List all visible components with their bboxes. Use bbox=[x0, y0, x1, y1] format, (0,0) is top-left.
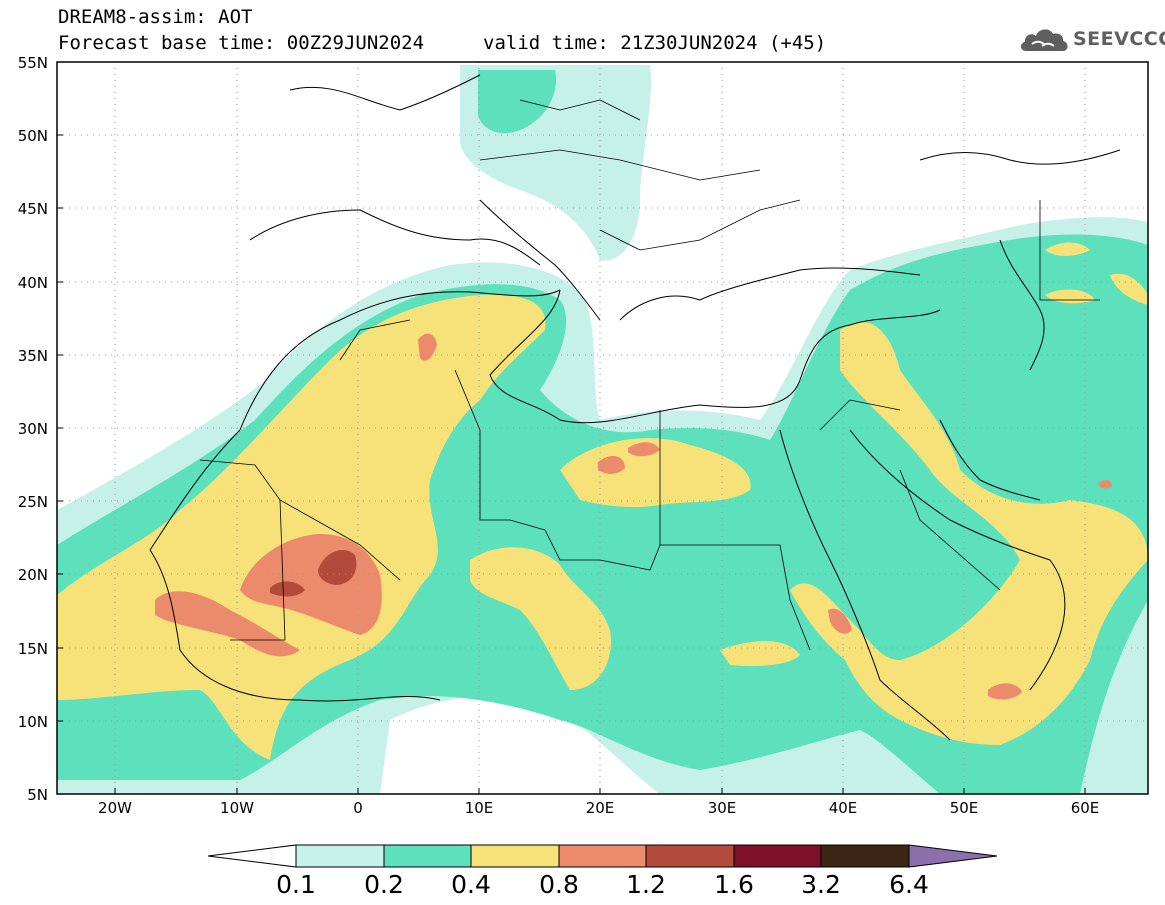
colorbar-segment bbox=[470, 844, 560, 868]
lon-label: 50E bbox=[950, 799, 979, 817]
lat-label: 25N bbox=[18, 493, 48, 511]
aot-field-0.1-hole bbox=[380, 696, 660, 794]
colorbar-label: 1.2 bbox=[626, 870, 666, 899]
lon-label: 20E bbox=[586, 799, 615, 817]
lon-label: 60E bbox=[1071, 799, 1100, 817]
lon-label: 10E bbox=[465, 799, 494, 817]
aot-field-0.4-libya bbox=[560, 438, 751, 508]
seevccc-logo: SEEVCCC bbox=[1018, 24, 1165, 54]
aot-field-0.4-sudan bbox=[720, 640, 800, 667]
lat-label: 20N bbox=[18, 566, 48, 584]
valid-time: valid time: 21Z30JUN2024 (+45) bbox=[483, 32, 827, 54]
colorbar-label: 3.2 bbox=[801, 870, 841, 899]
aot-field-1.2 bbox=[270, 550, 357, 597]
country-borders bbox=[199, 99, 1100, 651]
lat-label: 45N bbox=[18, 200, 48, 218]
lat-label: 55N bbox=[18, 54, 48, 72]
axis-ticks bbox=[57, 134, 1086, 794]
cloud-icon bbox=[1020, 29, 1068, 51]
aot-field-0.8-eritrea bbox=[828, 608, 852, 634]
forecast-base-time: Forecast base time: 00Z29JUN2024 bbox=[58, 32, 425, 54]
colorbar-label: 0.8 bbox=[539, 870, 579, 899]
aot-field-0.4-chad bbox=[470, 547, 611, 690]
colorbar-low-triangle bbox=[207, 844, 297, 868]
lat-label: 30N bbox=[18, 420, 48, 438]
aot-fields bbox=[57, 62, 1148, 794]
aot-field-0.4-caspian bbox=[1045, 242, 1148, 305]
colorbar-label: 1.6 bbox=[714, 870, 754, 899]
lat-label: 40N bbox=[18, 274, 48, 292]
lon-label: 10W bbox=[220, 799, 254, 817]
aot-field-0.8-algeria bbox=[418, 333, 437, 361]
colorbar-label: 0.2 bbox=[364, 870, 404, 899]
colorbar-label: 6.4 bbox=[889, 870, 929, 899]
colorbar-segment bbox=[383, 844, 472, 868]
colorbar-label: 0.1 bbox=[276, 870, 316, 899]
latitude-labels: 55N 50N 45N 40N 35N 30N 25N 20N 15N 10N … bbox=[18, 54, 48, 804]
colorbar-label: 0.4 bbox=[451, 870, 491, 899]
colorbar-high-triangle bbox=[908, 844, 998, 868]
lat-label: 10N bbox=[18, 713, 48, 731]
lon-label: 20W bbox=[98, 799, 132, 817]
colorbar-segment bbox=[295, 844, 385, 868]
lon-label: 40E bbox=[829, 799, 858, 817]
longitude-labels: 20W 10W 0 10E 20E 30E 40E 50E 60E bbox=[98, 799, 1099, 817]
colorbar-segment bbox=[558, 844, 647, 868]
lat-label: 5N bbox=[27, 786, 48, 804]
aot-field-0.8-libya bbox=[598, 442, 660, 474]
lon-label: 0 bbox=[353, 799, 363, 817]
colorbar: 0.1 0.2 0.4 0.8 1.2 1.6 3.2 6.4 bbox=[207, 844, 998, 899]
coastlines bbox=[149, 74, 1121, 741]
lat-label: 15N bbox=[18, 640, 48, 658]
aot-field-0.2-europe bbox=[478, 70, 556, 134]
lat-label: 50N bbox=[18, 127, 48, 145]
logo-text: SEEVCCC bbox=[1073, 28, 1165, 50]
lat-label: 35N bbox=[18, 347, 48, 365]
colorbar-segment bbox=[645, 844, 735, 868]
colorbar-segment bbox=[820, 844, 910, 868]
map-title: DREAM8-assim: AOT bbox=[58, 6, 253, 28]
lon-label: 30E bbox=[708, 799, 737, 817]
colorbar-segment bbox=[733, 844, 822, 868]
